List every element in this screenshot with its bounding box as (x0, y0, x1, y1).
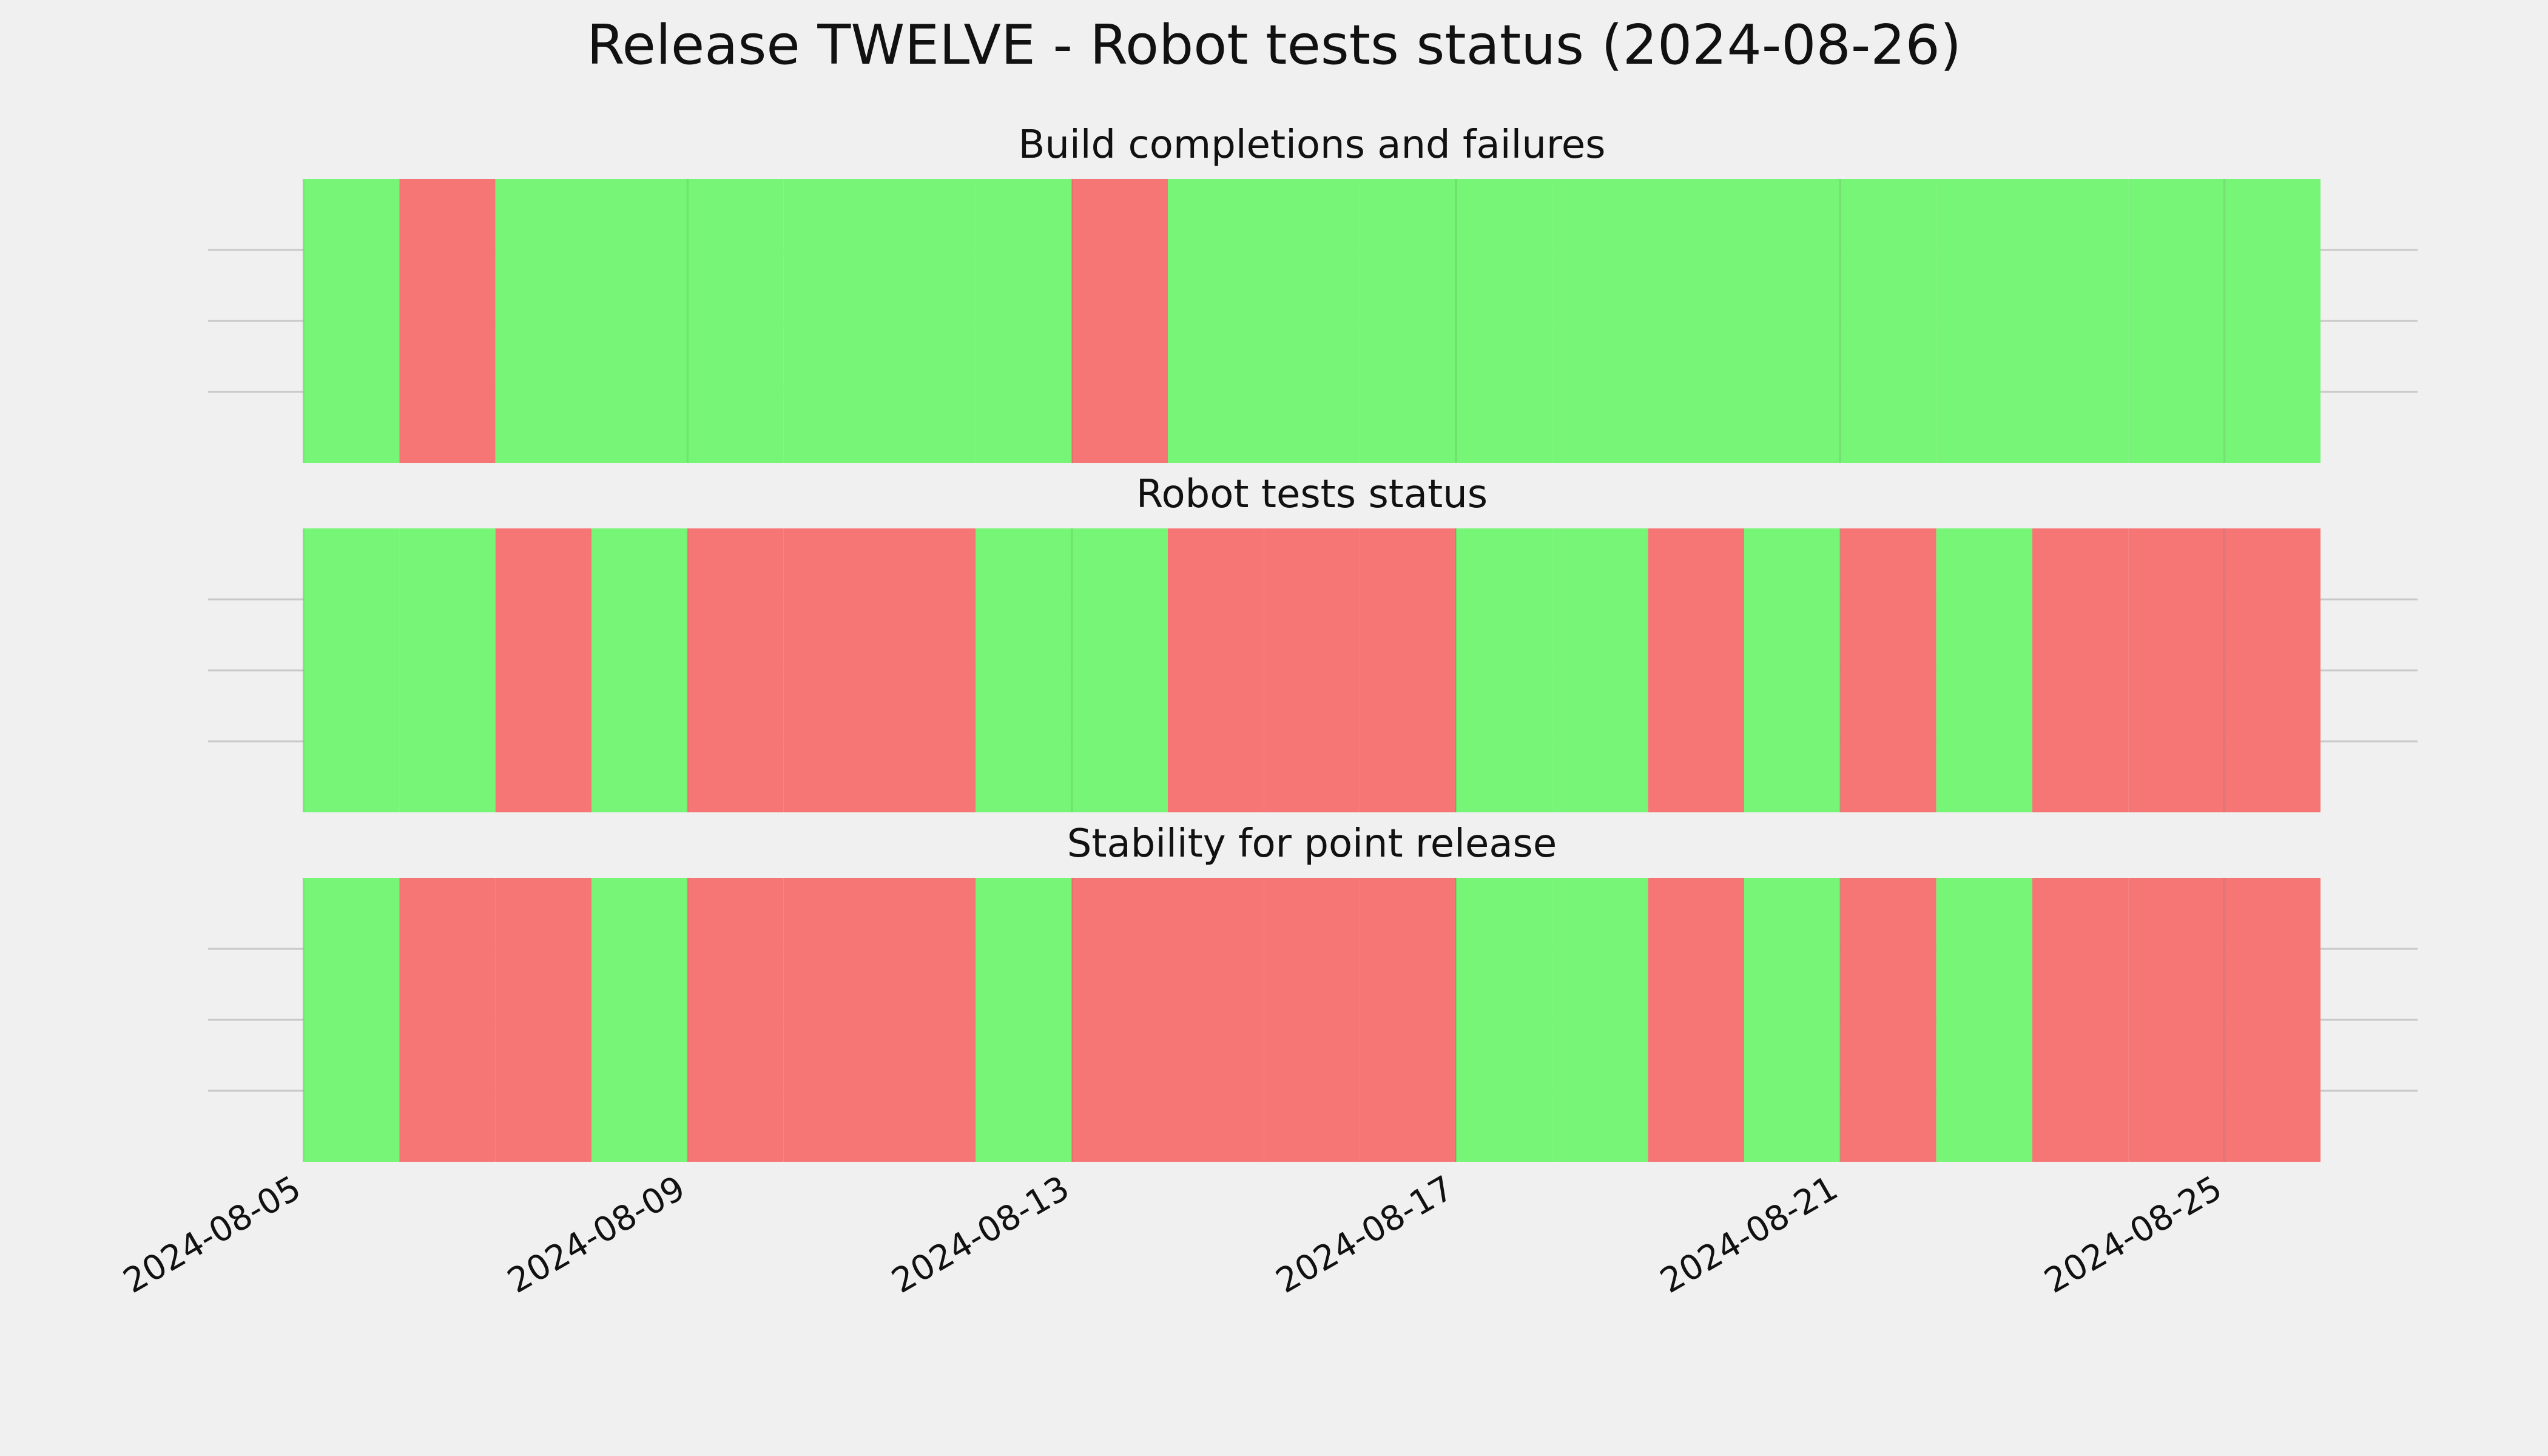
status-bar-fail (2032, 528, 2129, 812)
status-bar-fail (495, 528, 592, 812)
status-bar-fail (1360, 878, 1456, 1162)
status-bar-fail (880, 878, 976, 1162)
status-bar-pass (303, 528, 400, 812)
status-bar-pass (399, 528, 496, 812)
panel-title: Stability for point release (1067, 821, 1557, 866)
status-bar-pass (1936, 179, 2032, 463)
status-bar-pass (2128, 179, 2225, 463)
status-bar-pass (1456, 878, 1552, 1162)
status-bar-fail (1648, 528, 1744, 812)
status-bar-pass (976, 878, 1072, 1162)
status-bar-pass (1168, 179, 1264, 463)
status-bar-pass (1552, 878, 1648, 1162)
status-bar-fail (2032, 878, 2129, 1162)
status-bar-fail (1071, 179, 1168, 463)
status-bar-pass (1648, 179, 1744, 463)
status-bar-pass (1744, 528, 1841, 812)
status-bar-fail (1168, 878, 1264, 1162)
status-bar-pass (592, 528, 688, 812)
status-bar-pass (1840, 179, 1936, 463)
status-bar-pass (976, 179, 1072, 463)
status-bar-pass (1936, 528, 2032, 812)
status-bar-fail (687, 528, 784, 812)
status-bar-pass (1456, 528, 1552, 812)
status-bar-pass (1360, 179, 1456, 463)
status-bar-pass (976, 528, 1072, 812)
panel-title: Build completions and failures (1019, 123, 1606, 167)
status-bar-pass (1744, 179, 1841, 463)
status-bar-pass (1456, 179, 1552, 463)
status-bar-pass (2032, 179, 2129, 463)
status-bar-pass (1552, 179, 1648, 463)
status-bar-pass (495, 179, 592, 463)
status-bar-fail (1840, 878, 1936, 1162)
status-bar-fail (399, 179, 496, 463)
status-bar-pass (783, 179, 880, 463)
status-bar-fail (2128, 878, 2225, 1162)
status-bar-fail (399, 878, 496, 1162)
chart-title: Release TWELVE - Robot tests status (202… (587, 13, 1961, 77)
status-bar-fail (1264, 528, 1360, 812)
status-bar-fail (1840, 528, 1936, 812)
panel-1: Build completions and failures (208, 123, 2418, 463)
status-bar-fail (783, 528, 880, 812)
status-bar-fail (1168, 528, 1264, 812)
status-bar-pass (1071, 528, 1168, 812)
chart-panels: Build completions and failures Robot test… (208, 123, 2418, 1162)
status-bar-fail (2224, 528, 2320, 812)
status-bar-fail (880, 528, 976, 812)
status-bar-fail (1648, 878, 1744, 1162)
status-bar-pass (2224, 179, 2320, 463)
panel-title: Robot tests status (1136, 472, 1488, 517)
status-bar-fail (1071, 878, 1168, 1162)
status-bar-fail (2128, 528, 2225, 812)
status-bar-fail (687, 878, 784, 1162)
status-bar-fail (1264, 878, 1360, 1162)
status-bar-fail (1360, 528, 1456, 812)
status-bar-pass (592, 179, 688, 463)
status-bar-pass (687, 179, 784, 463)
status-bar-fail (495, 878, 592, 1162)
status-bar-pass (1936, 878, 2032, 1162)
status-bar-fail (2224, 878, 2320, 1162)
status-bar-pass (592, 878, 688, 1162)
status-bar-pass (880, 179, 976, 463)
panel-3: Stability for point release (208, 821, 2418, 1162)
status-bar-pass (303, 179, 400, 463)
status-bar-pass (1264, 179, 1360, 463)
status-bar-pass (303, 878, 400, 1162)
status-bar-fail (783, 878, 880, 1162)
status-bar-pass (1552, 528, 1648, 812)
status-bar-pass (1744, 878, 1841, 1162)
panel-2: Robot tests status (208, 472, 2418, 812)
